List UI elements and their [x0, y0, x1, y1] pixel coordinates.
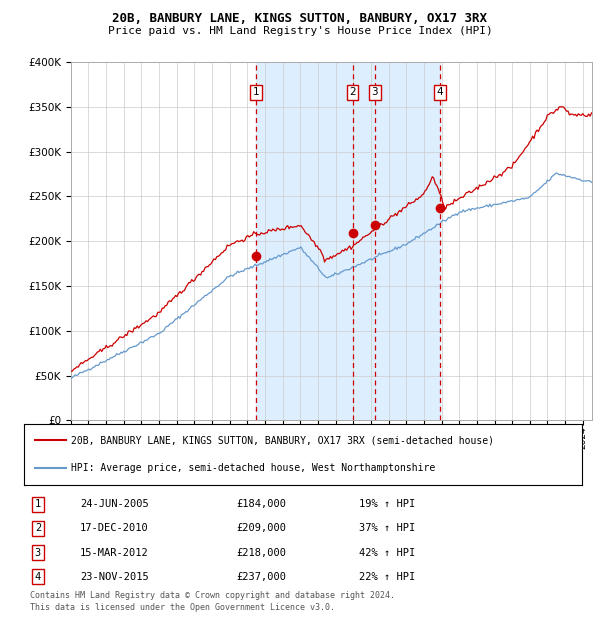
- Text: 22% ↑ HPI: 22% ↑ HPI: [359, 572, 415, 582]
- Text: 17-DEC-2010: 17-DEC-2010: [80, 523, 149, 533]
- Text: £237,000: £237,000: [236, 572, 286, 582]
- Text: 24-JUN-2005: 24-JUN-2005: [80, 499, 149, 509]
- Text: 23-NOV-2015: 23-NOV-2015: [80, 572, 149, 582]
- Text: Price paid vs. HM Land Registry's House Price Index (HPI): Price paid vs. HM Land Registry's House …: [107, 26, 493, 36]
- Text: 19% ↑ HPI: 19% ↑ HPI: [359, 499, 415, 509]
- Text: 1: 1: [253, 87, 259, 97]
- Text: 37% ↑ HPI: 37% ↑ HPI: [359, 523, 415, 533]
- Text: 2: 2: [35, 523, 41, 533]
- Text: 4: 4: [35, 572, 41, 582]
- Text: 20B, BANBURY LANE, KINGS SUTTON, BANBURY, OX17 3RX (semi-detached house): 20B, BANBURY LANE, KINGS SUTTON, BANBURY…: [71, 435, 494, 446]
- Text: 3: 3: [35, 547, 41, 557]
- Text: £218,000: £218,000: [236, 547, 286, 557]
- Bar: [256, 62, 440, 420]
- Text: 2: 2: [349, 87, 356, 97]
- Text: 4: 4: [436, 87, 443, 97]
- Text: £209,000: £209,000: [236, 523, 286, 533]
- Text: Contains HM Land Registry data © Crown copyright and database right 2024.: Contains HM Land Registry data © Crown c…: [30, 591, 395, 600]
- Text: HPI: Average price, semi-detached house, West Northamptonshire: HPI: Average price, semi-detached house,…: [71, 463, 436, 474]
- Text: 42% ↑ HPI: 42% ↑ HPI: [359, 547, 415, 557]
- Text: This data is licensed under the Open Government Licence v3.0.: This data is licensed under the Open Gov…: [30, 603, 335, 612]
- Text: 15-MAR-2012: 15-MAR-2012: [80, 547, 149, 557]
- Text: 1: 1: [35, 499, 41, 509]
- Text: 3: 3: [371, 87, 378, 97]
- Text: 20B, BANBURY LANE, KINGS SUTTON, BANBURY, OX17 3RX: 20B, BANBURY LANE, KINGS SUTTON, BANBURY…: [113, 12, 487, 25]
- Text: £184,000: £184,000: [236, 499, 286, 509]
